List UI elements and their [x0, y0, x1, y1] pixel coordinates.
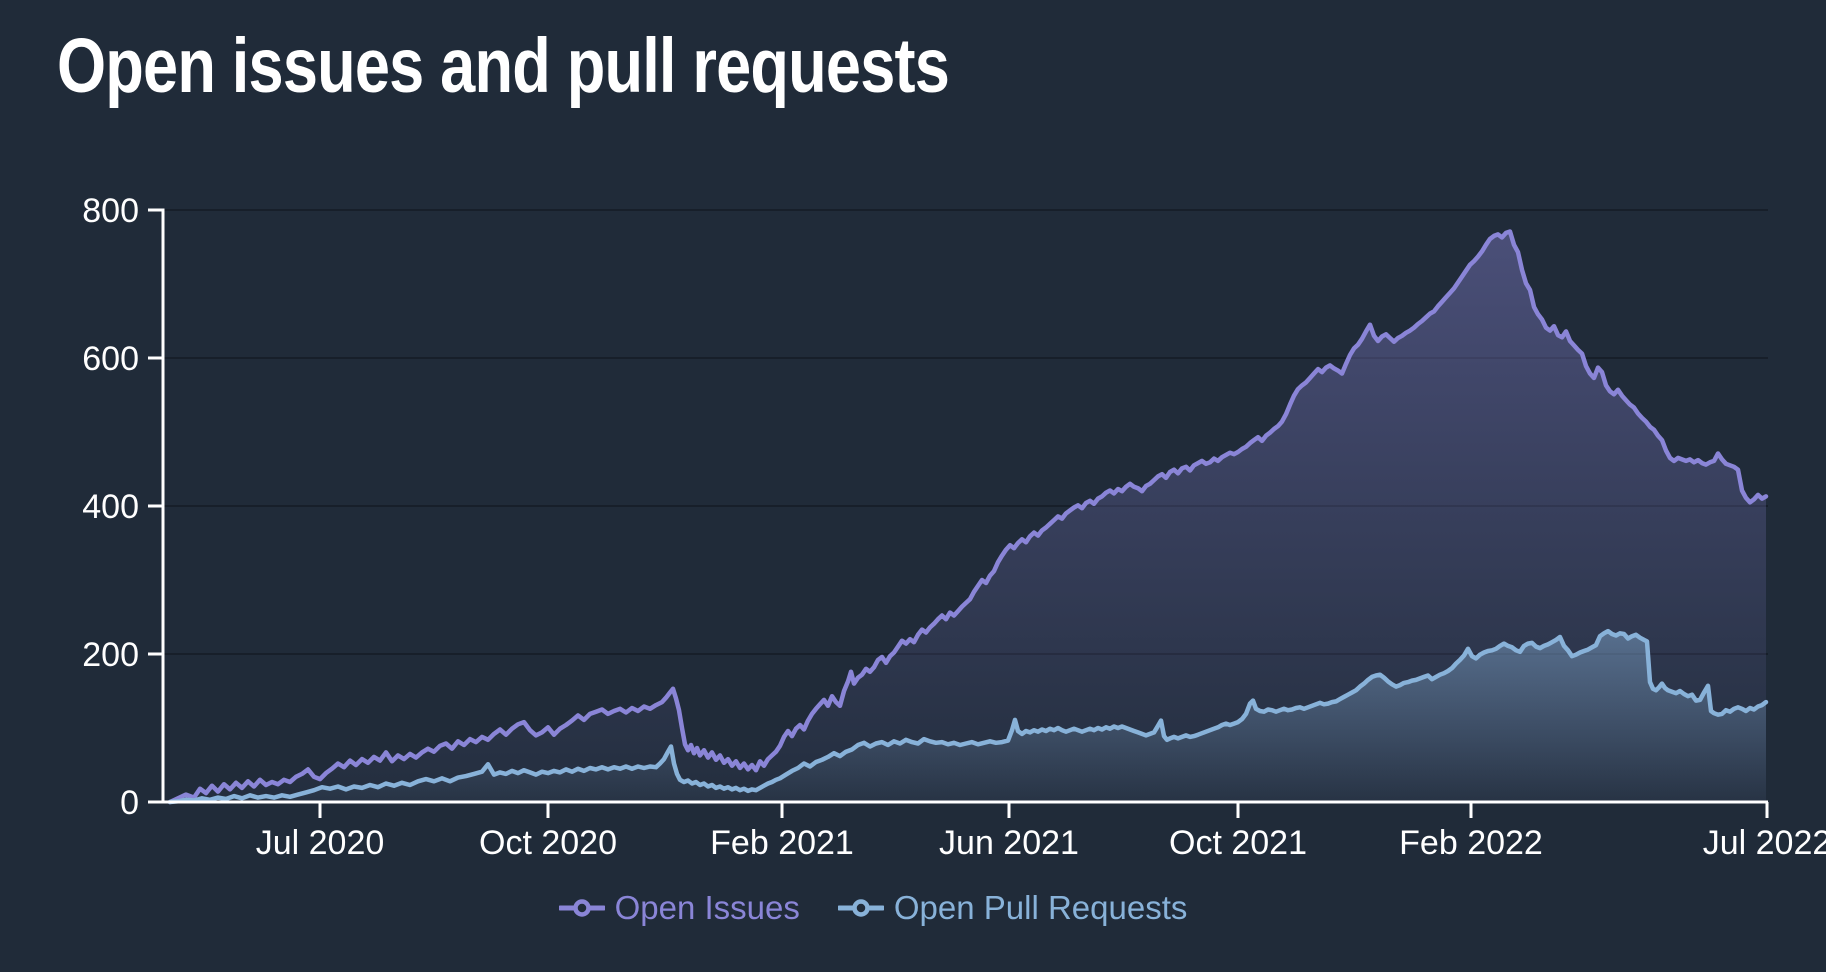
- x-axis-label: Feb 2021: [710, 824, 854, 862]
- chart-legend: Open Issues Open Pull Requests: [0, 884, 1746, 932]
- legend-item-open-pull-requests[interactable]: Open Pull Requests: [837, 889, 1188, 927]
- series-open-issues-area: [170, 231, 1766, 802]
- x-axis-label: Jul 2022: [1703, 824, 1826, 862]
- y-axis-label: 200: [82, 636, 139, 674]
- series-open-issues-line[interactable]: [167, 229, 1769, 805]
- legend-marker-icon: [558, 899, 605, 917]
- x-axis-label: Jul 2020: [256, 824, 385, 862]
- legend-item-open-issues[interactable]: Open Issues: [558, 889, 800, 927]
- y-axis-label: 0: [120, 784, 139, 822]
- y-axis-label: 600: [82, 340, 139, 378]
- legend-item-label: Open Pull Requests: [893, 889, 1188, 926]
- legend-marker-icon: [837, 899, 884, 917]
- axes: 0 200 400 600 800 Jul 2020 Oct 2020 Feb 2021 Jun…: [82, 192, 1826, 862]
- page-title: Open issues and pull requests: [57, 23, 950, 109]
- x-axis-label: Oct 2021: [1169, 824, 1307, 862]
- y-axis-label: 800: [82, 192, 139, 230]
- legend-item-label: Open Issues: [614, 889, 800, 926]
- x-axis-label: Jun 2021: [939, 824, 1079, 862]
- series-open-pull-requests-line[interactable]: [167, 628, 1769, 805]
- x-axis-label: Feb 2022: [1399, 824, 1543, 862]
- x-axis-label: Oct 2020: [479, 824, 617, 862]
- series-open-pull-requests-area: [170, 631, 1766, 802]
- y-axis-label: 400: [82, 488, 139, 526]
